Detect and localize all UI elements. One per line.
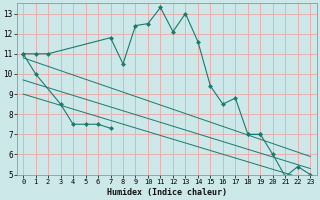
X-axis label: Humidex (Indice chaleur): Humidex (Indice chaleur) <box>107 188 227 197</box>
